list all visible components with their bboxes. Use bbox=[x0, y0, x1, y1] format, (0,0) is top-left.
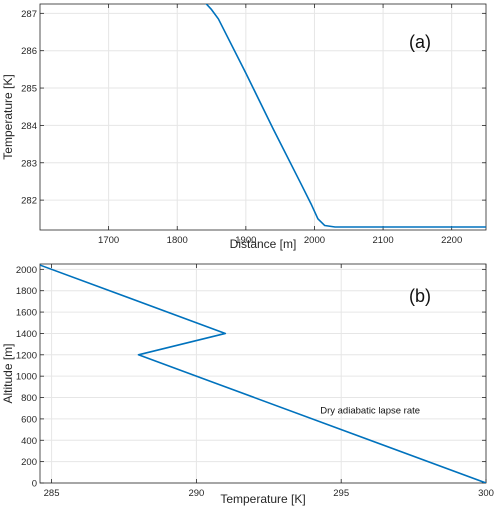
x-axis-title: Distance [m] bbox=[230, 237, 297, 251]
y-tick-label: 287 bbox=[21, 9, 37, 20]
x-tick-label: 2000 bbox=[304, 235, 325, 246]
annotation-label: Dry adiabatic lapse rate bbox=[320, 406, 420, 417]
y-axis-title: Temperature [K] bbox=[1, 74, 15, 159]
x-tick-label: 2200 bbox=[441, 235, 462, 246]
y-tick-label: 600 bbox=[21, 414, 37, 425]
plot-frame bbox=[39, 263, 487, 484]
y-tick-label: 286 bbox=[21, 46, 37, 57]
y-tick-label: 285 bbox=[21, 84, 37, 95]
y-tick-label: 400 bbox=[21, 436, 37, 447]
y-tick-label: 283 bbox=[21, 158, 37, 169]
y-tick-label: 1600 bbox=[16, 308, 37, 319]
chart-panel-b: 285 290 295 300 0 200 400 600 800 1000 1200 1400 160… bbox=[1, 263, 494, 506]
x-tick-label: 2100 bbox=[373, 235, 394, 246]
y-tick-label: 284 bbox=[21, 121, 37, 132]
panel-label: (a) bbox=[409, 32, 431, 52]
x-tick-label: 285 bbox=[44, 488, 60, 499]
x-axis-title: Temperature [K] bbox=[220, 492, 305, 506]
x-tick-label: 1800 bbox=[167, 235, 188, 246]
x-tick-label: 1900 bbox=[235, 235, 256, 246]
y-tick-label: 200 bbox=[21, 457, 37, 468]
x-tick-label: 1700 bbox=[98, 235, 119, 246]
x-tick-label: 290 bbox=[188, 488, 204, 499]
x-tick-label: 300 bbox=[478, 488, 494, 499]
y-tick-label: 1400 bbox=[16, 329, 37, 340]
y-tick-label: 800 bbox=[21, 393, 37, 404]
series-line bbox=[40, 264, 486, 483]
panel-label: (b) bbox=[409, 286, 431, 306]
y-tick-label: 2000 bbox=[16, 265, 37, 276]
y-tick-label: 1000 bbox=[16, 372, 37, 383]
chart-panel-a: 1700 1800 1900 2000 2100 2200 282 283 284 285 286 2… bbox=[1, 3, 487, 251]
x-tick-label: 295 bbox=[333, 488, 349, 499]
y-tick-label: 0 bbox=[32, 479, 37, 490]
plot-frame bbox=[39, 3, 487, 231]
series-line bbox=[205, 4, 486, 228]
y-tick-label: 1800 bbox=[16, 286, 37, 297]
y-axis-title: Altitude [m] bbox=[1, 343, 15, 403]
y-tick-label: 282 bbox=[21, 196, 37, 207]
y-tick-label: 1200 bbox=[16, 350, 37, 361]
